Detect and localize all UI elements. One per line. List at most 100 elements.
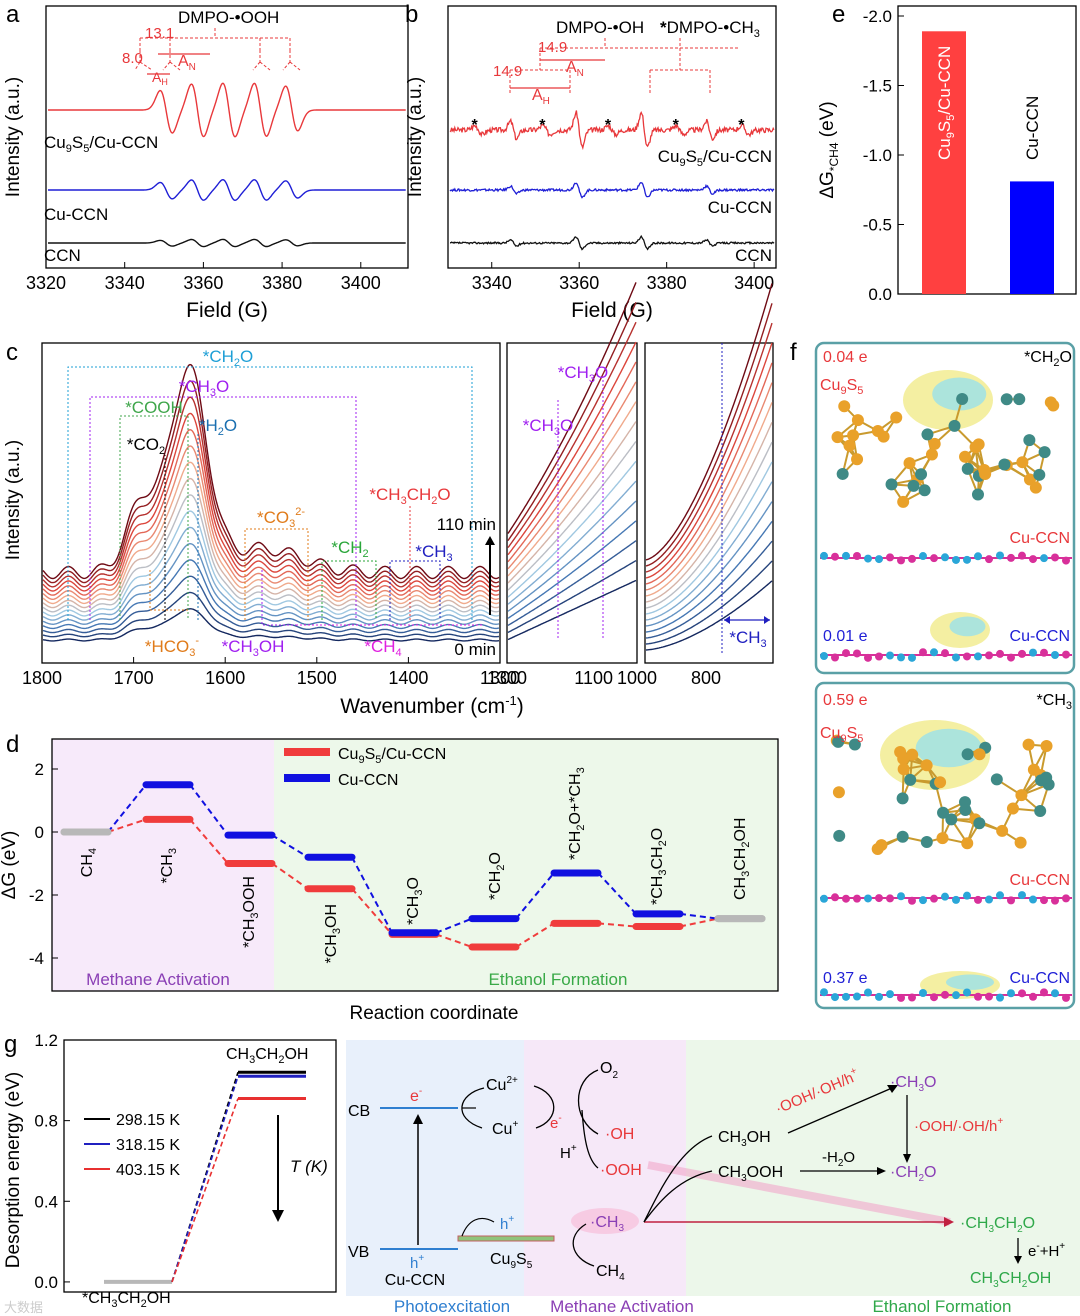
panel-c-xtick-main-3: 1500 (297, 668, 337, 688)
panel-f-bottom-frame (814, 681, 1076, 1010)
slab-atom (831, 552, 839, 561)
panel-h-ch3oh: CH3OH (718, 1129, 771, 1149)
copper-atom (956, 392, 969, 405)
slab-atom (1029, 648, 1037, 657)
panel-c-spectrum-right-13 (645, 322, 773, 573)
slab-atom (1018, 551, 1026, 560)
panel-h-region-label-1: Photoexcitation (394, 1297, 510, 1316)
panel-h-ch2o: ·CH2O (890, 1164, 936, 1184)
copper-atom (915, 468, 928, 481)
panel-f-top-density-bottom (930, 612, 990, 648)
panel-a-xtick-label-1: 3340 (105, 273, 145, 293)
slab-atom (875, 992, 883, 1001)
sulfur-atom (838, 400, 851, 413)
panel-c-spectrum-right-14 (645, 303, 773, 567)
panel-label-a: a (6, 1, 20, 28)
panel-d-ytick-label-3: -4 (29, 949, 44, 968)
panel-c-spectrum-mid-6 (507, 460, 637, 598)
slab-atom (1029, 992, 1037, 1001)
panel-c-label-ch3o-mid2: *CH3O (523, 416, 574, 438)
density-cyan (946, 974, 994, 990)
sulfur-atom (959, 450, 972, 463)
copper-atom (896, 792, 909, 805)
panel-c-spectrum-right-6 (645, 461, 773, 615)
slab-atom (930, 993, 938, 1002)
panel-h-region-photo (346, 1040, 524, 1296)
panel-c-spectrum-right-5 (645, 481, 773, 621)
panel-c-spectrum-mid-7 (507, 440, 637, 591)
panel-c-label-h2o: *H2O (199, 416, 237, 438)
sulfur-atom (1040, 739, 1053, 752)
slab-atom (875, 652, 883, 661)
panel-b-hyperfine-annotation: DMPO-•OH *DMPO-•CH3 14.9 AN 14.9 AH (493, 18, 760, 107)
panel-c-spectrum-mid-10 (507, 381, 637, 570)
density-cyan (949, 616, 986, 637)
panel-c-spectrum-main-15 (42, 363, 500, 580)
sulfur-atom (920, 759, 933, 772)
panel-g-legend-label-1: 298.15 K (116, 1112, 180, 1129)
slab-atom (985, 992, 993, 1001)
panel-f-bottom-bottom: Cu-CCN (1010, 970, 1070, 987)
panel-a-curves (48, 82, 406, 248)
panel-e-ytick-label-3: -0.5 (863, 216, 892, 235)
panel-c-spectrum-mid-12 (507, 341, 637, 556)
sulfur-atom (897, 763, 910, 776)
slab-atom (1007, 653, 1015, 662)
panel-h-ch3: ·CH3 (590, 1214, 624, 1234)
panel-e-bar-label-1: Cu-CCN (1023, 96, 1042, 160)
panel-b-AN-label: AN (566, 59, 584, 79)
panel-d-state-label-7: *CH3CH2O (649, 828, 669, 905)
slab-atom (864, 988, 872, 997)
panel-d-state-labels: CH4 *CH3 *CH3OOH *CH3OH *CH3O *CH2O *CH2O+*CH3… (79, 767, 752, 963)
slab-atom (820, 894, 828, 903)
slab-atom (974, 895, 982, 904)
panel-g-initial-state: *CH3CH2OH (82, 1290, 171, 1310)
panel-d: d ΔG (eV) Reaction coordinate 2 0 -2 -4 CH4… (0, 731, 779, 1024)
slab-atom (941, 990, 949, 999)
slab-atom (1062, 894, 1070, 903)
panel-f-bottom-bottom-charge: 0.37 e (823, 970, 868, 987)
panel-f-top-slab-bottom (820, 648, 1072, 662)
panel-d-xlabel: Reaction coordinate (350, 1003, 519, 1024)
copper-atom (973, 817, 986, 830)
panel-g-arrow-label: T (K) (290, 1157, 328, 1176)
panel-label-f: f (790, 339, 797, 366)
panel-c-spectrum-main-6 (42, 510, 500, 617)
sulfur-atom (897, 495, 910, 508)
panel-c-spectrum-mid-2 (507, 540, 637, 627)
panel-b-xtick-label-3: 3400 (734, 273, 774, 293)
slab-atom (908, 896, 916, 905)
slab-atom (996, 891, 1004, 900)
panel-b-xtick-label-2: 3380 (647, 273, 687, 293)
panel-a-xtick-label-4: 3400 (341, 273, 381, 293)
slab-atom (897, 993, 905, 1002)
slab-atom (1051, 989, 1059, 998)
panel-g-connector-1 (171, 1076, 239, 1283)
panel-d-ytick-label-2: -2 (29, 886, 44, 905)
panel-label-d: d (6, 731, 19, 758)
slab-atom (1018, 989, 1026, 998)
panel-e-bar-label-0: Cu9S5/Cu-CCN (935, 46, 957, 160)
panel-c-spectrum-main-13 (42, 396, 500, 588)
panel-a-AN-label: AN (178, 53, 196, 73)
panel-f-top-cu9s5 (831, 392, 1060, 508)
copper-atom (920, 836, 933, 849)
slab-atom (930, 648, 938, 657)
slab-atom (985, 895, 993, 904)
panel-b-AN-value: 14.9 (538, 39, 567, 56)
slab-atom (886, 990, 894, 999)
sulfur-atom (973, 748, 986, 761)
panel-c-label-hco3: *HCO3- (145, 635, 200, 659)
panel-h-region-label-3: Ethanol Formation (873, 1297, 1012, 1316)
slab-atom (897, 653, 905, 662)
slab-atom (897, 892, 905, 901)
panel-c-xtick-main-4: 1400 (388, 668, 428, 688)
panel-g-ytick-label-0: 0.0 (34, 1273, 58, 1292)
panel-c-spectrum-right-2 (645, 540, 773, 639)
panel-a-AH-value: 8.0 (122, 50, 143, 67)
panel-c-ylabel: Intensity (a.u.) (3, 440, 24, 560)
panel-h-hole: h+ (410, 1253, 424, 1272)
panel-g-legend-label-2: 318.15 K (116, 1137, 180, 1154)
slab-atom (985, 555, 993, 564)
